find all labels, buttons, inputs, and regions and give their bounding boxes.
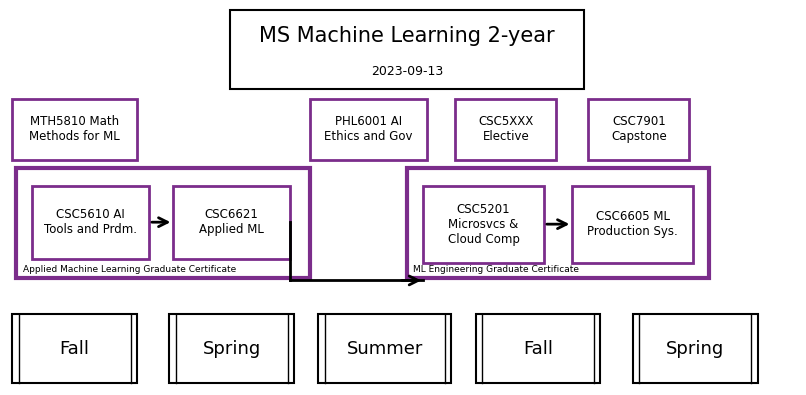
Text: Applied Machine Learning Graduate Certificate: Applied Machine Learning Graduate Certif…: [23, 265, 236, 274]
Text: Spring: Spring: [202, 340, 261, 357]
Text: MTH5810 Math
Methods for ML: MTH5810 Math Methods for ML: [29, 115, 120, 143]
FancyBboxPatch shape: [407, 168, 709, 278]
FancyBboxPatch shape: [633, 314, 758, 383]
Text: ML Engineering Graduate Certificate: ML Engineering Graduate Certificate: [413, 265, 580, 274]
Text: CSC6621
Applied ML: CSC6621 Applied ML: [199, 208, 264, 236]
Text: Summer: Summer: [347, 340, 423, 357]
FancyBboxPatch shape: [16, 168, 310, 278]
FancyBboxPatch shape: [455, 99, 556, 160]
Text: CSC5610 AI
Tools and Prdm.: CSC5610 AI Tools and Prdm.: [44, 208, 137, 236]
Text: CSC5XXX
Elective: CSC5XXX Elective: [478, 115, 534, 143]
FancyBboxPatch shape: [169, 314, 294, 383]
FancyBboxPatch shape: [588, 99, 689, 160]
Text: Fall: Fall: [60, 340, 89, 357]
FancyBboxPatch shape: [173, 186, 290, 259]
FancyBboxPatch shape: [32, 186, 149, 259]
Text: Fall: Fall: [523, 340, 553, 357]
FancyBboxPatch shape: [572, 186, 693, 263]
FancyBboxPatch shape: [230, 10, 584, 89]
Text: CSC6605 ML
Production Sys.: CSC6605 ML Production Sys.: [588, 210, 678, 238]
FancyBboxPatch shape: [310, 99, 427, 160]
Text: CSC5201
Microsvcs &
Cloud Comp: CSC5201 Microsvcs & Cloud Comp: [447, 203, 520, 246]
FancyBboxPatch shape: [476, 314, 600, 383]
Text: CSC7901
Capstone: CSC7901 Capstone: [611, 115, 667, 143]
FancyBboxPatch shape: [12, 99, 137, 160]
Text: PHL6001 AI
Ethics and Gov: PHL6001 AI Ethics and Gov: [325, 115, 413, 143]
Text: 2023-09-13: 2023-09-13: [371, 65, 443, 78]
Text: MS Machine Learning 2-year: MS Machine Learning 2-year: [260, 26, 555, 46]
FancyBboxPatch shape: [423, 186, 544, 263]
Text: Spring: Spring: [666, 340, 725, 357]
FancyBboxPatch shape: [12, 314, 137, 383]
FancyBboxPatch shape: [318, 314, 451, 383]
